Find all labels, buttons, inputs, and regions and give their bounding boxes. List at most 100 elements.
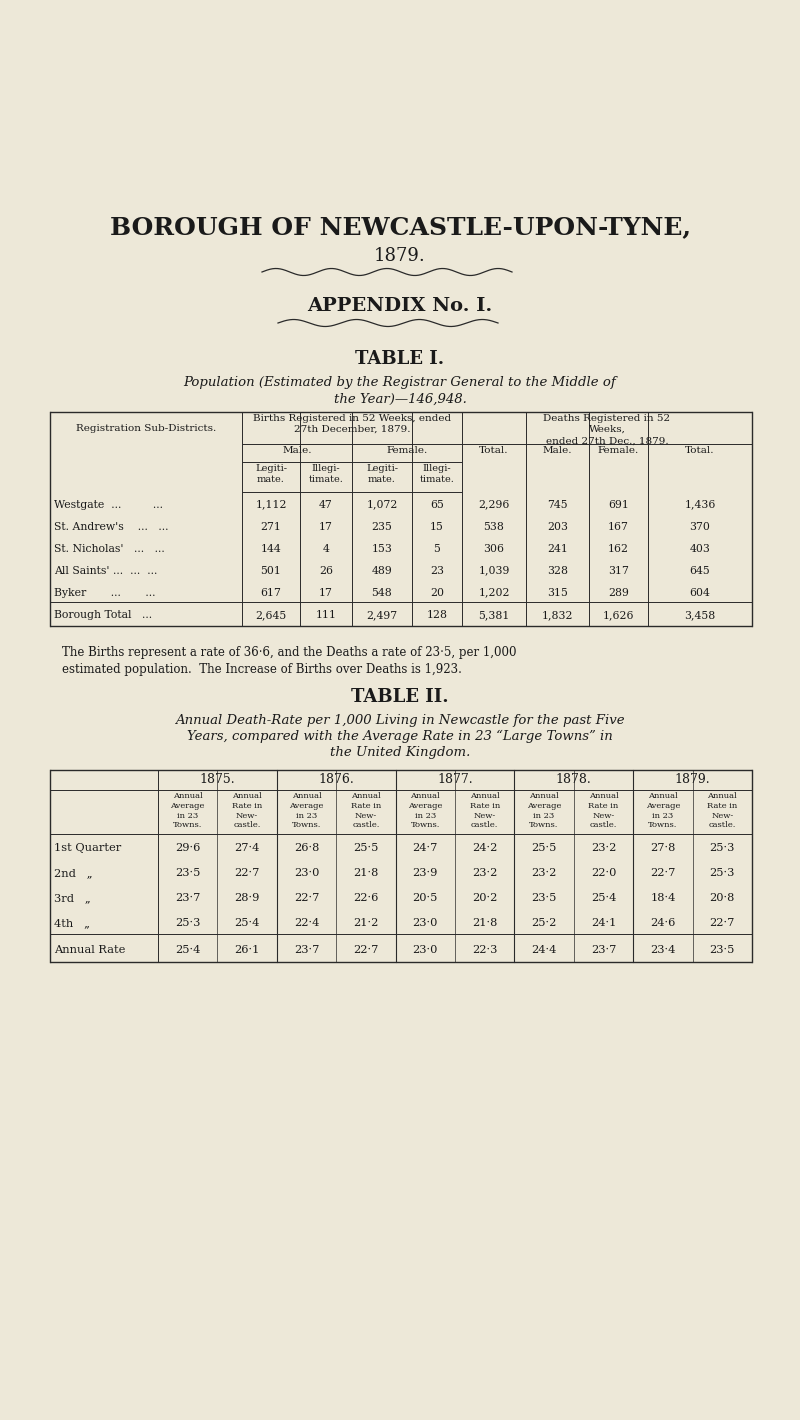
Text: Years, compared with the Average Rate in 23 “Large Towns” in: Years, compared with the Average Rate in…	[187, 730, 613, 743]
Text: 27·4: 27·4	[234, 842, 260, 853]
Text: Annual
Average
in 23
Towns.: Annual Average in 23 Towns.	[170, 792, 205, 829]
Text: 328: 328	[547, 565, 568, 575]
Text: 24·7: 24·7	[413, 842, 438, 853]
Text: 25·4: 25·4	[234, 917, 260, 927]
Text: 604: 604	[690, 588, 710, 598]
Text: 26·8: 26·8	[294, 842, 319, 853]
Text: 26·1: 26·1	[234, 946, 260, 956]
Text: 22·7: 22·7	[354, 946, 378, 956]
Text: Population (Estimated by the Registrar General to the Middle of: Population (Estimated by the Registrar G…	[184, 376, 616, 389]
Text: Annual
Rate in
New-
castle.: Annual Rate in New- castle.	[350, 792, 381, 829]
Text: 645: 645	[690, 565, 710, 575]
Text: 20: 20	[430, 588, 444, 598]
Text: 1,436: 1,436	[684, 500, 716, 510]
Text: 24·4: 24·4	[531, 946, 557, 956]
Text: 18·4: 18·4	[650, 893, 675, 903]
Text: Total.: Total.	[686, 446, 714, 454]
Text: 235: 235	[371, 521, 393, 531]
Text: 617: 617	[261, 588, 282, 598]
Text: Male.: Male.	[282, 446, 312, 454]
Text: Annual
Average
in 23
Towns.: Annual Average in 23 Towns.	[527, 792, 562, 829]
Text: 1,072: 1,072	[366, 500, 398, 510]
Text: 29·6: 29·6	[175, 842, 200, 853]
Text: 22·4: 22·4	[294, 917, 319, 927]
Text: Annual
Rate in
New-
castle.: Annual Rate in New- castle.	[707, 792, 738, 829]
Text: 1,202: 1,202	[478, 588, 510, 598]
Text: 1st Quarter: 1st Quarter	[54, 842, 122, 853]
Text: 25·3: 25·3	[710, 842, 735, 853]
Text: Westgate  ...         ...: Westgate ... ...	[54, 500, 163, 510]
Text: 3,458: 3,458	[684, 611, 716, 621]
Text: Legiti-
mate.: Legiti- mate.	[255, 464, 287, 484]
Text: 153: 153	[371, 544, 393, 554]
Text: 538: 538	[483, 521, 505, 531]
Text: Female.: Female.	[386, 446, 428, 454]
Text: Legiti-
mate.: Legiti- mate.	[366, 464, 398, 484]
Text: 2nd   „: 2nd „	[54, 868, 93, 878]
Text: 25·3: 25·3	[175, 917, 200, 927]
Text: 317: 317	[608, 565, 629, 575]
Text: 25·4: 25·4	[175, 946, 200, 956]
Text: 47: 47	[319, 500, 333, 510]
Text: 128: 128	[426, 611, 447, 621]
Text: 315: 315	[547, 588, 568, 598]
Text: 21·8: 21·8	[354, 868, 378, 878]
Text: 17: 17	[319, 521, 333, 531]
Text: 23·5: 23·5	[531, 893, 557, 903]
Text: 23·5: 23·5	[710, 946, 735, 956]
Text: 22·6: 22·6	[354, 893, 378, 903]
Text: Illegi-
timate.: Illegi- timate.	[419, 464, 454, 484]
Text: 23: 23	[430, 565, 444, 575]
Text: 20·8: 20·8	[710, 893, 735, 903]
Text: 23·7: 23·7	[294, 946, 319, 956]
Text: 271: 271	[261, 521, 282, 531]
Text: 21·2: 21·2	[354, 917, 378, 927]
Text: Annual Death-Rate per 1,000 Living in Newcastle for the past Five: Annual Death-Rate per 1,000 Living in Ne…	[175, 714, 625, 727]
Text: 22·0: 22·0	[591, 868, 616, 878]
Text: the United Kingdom.: the United Kingdom.	[330, 746, 470, 760]
Text: 27·8: 27·8	[650, 842, 675, 853]
Text: 289: 289	[608, 588, 629, 598]
Text: 23·0: 23·0	[294, 868, 319, 878]
Text: The Births represent a rate of 36·6, and the Deaths a rate of 23·5, per 1,000: The Births represent a rate of 36·6, and…	[62, 646, 517, 659]
Text: 1879.: 1879.	[674, 772, 710, 787]
Text: 21·8: 21·8	[472, 917, 498, 927]
Text: 23·5: 23·5	[175, 868, 200, 878]
Text: Borough Total   ...: Borough Total ...	[54, 611, 152, 621]
Text: 489: 489	[372, 565, 392, 575]
Text: 22·3: 22·3	[472, 946, 498, 956]
Text: 691: 691	[608, 500, 629, 510]
Text: 23·7: 23·7	[591, 946, 616, 956]
Text: 203: 203	[547, 521, 568, 531]
Text: 3rd   „: 3rd „	[54, 893, 90, 903]
Text: 5,381: 5,381	[478, 611, 510, 621]
Text: 25·5: 25·5	[354, 842, 378, 853]
Text: 17: 17	[319, 588, 333, 598]
Text: Total.: Total.	[479, 446, 509, 454]
Text: 403: 403	[690, 544, 710, 554]
Text: Annual
Rate in
New-
castle.: Annual Rate in New- castle.	[588, 792, 618, 829]
Text: Annual Rate: Annual Rate	[54, 946, 126, 956]
Text: 23·2: 23·2	[472, 868, 498, 878]
Text: 144: 144	[261, 544, 282, 554]
Text: 1,832: 1,832	[542, 611, 574, 621]
Text: 4: 4	[322, 544, 330, 554]
Text: Births Registered in 52 Weeks, ended
27th December, 1879.: Births Registered in 52 Weeks, ended 27t…	[253, 415, 451, 435]
Text: 1,112: 1,112	[255, 500, 286, 510]
Text: 501: 501	[261, 565, 282, 575]
Text: 28·9: 28·9	[234, 893, 260, 903]
Text: 2,497: 2,497	[366, 611, 398, 621]
Text: Male.: Male.	[542, 446, 572, 454]
Text: Annual
Average
in 23
Towns.: Annual Average in 23 Towns.	[290, 792, 324, 829]
Text: TABLE I.: TABLE I.	[355, 349, 445, 368]
Text: 548: 548	[372, 588, 392, 598]
Text: 167: 167	[608, 521, 629, 531]
Text: 370: 370	[690, 521, 710, 531]
Text: 25·2: 25·2	[531, 917, 557, 927]
Text: APPENDIX No. I.: APPENDIX No. I.	[307, 297, 493, 315]
Text: Female.: Female.	[598, 446, 639, 454]
Text: 25·5: 25·5	[531, 842, 557, 853]
Text: 23·7: 23·7	[175, 893, 200, 903]
Text: 745: 745	[547, 500, 568, 510]
Text: 22·7: 22·7	[294, 893, 319, 903]
